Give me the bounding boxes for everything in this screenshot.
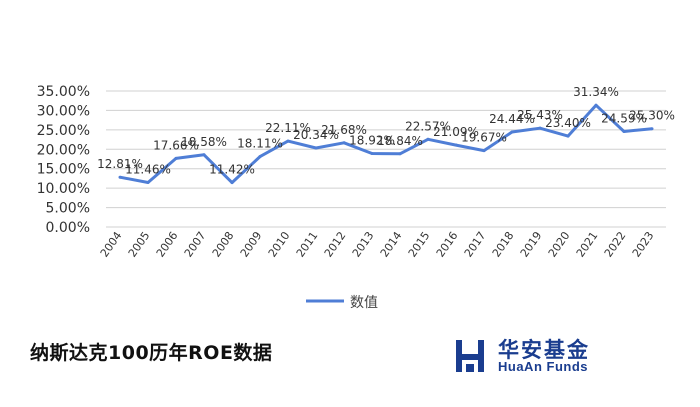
data-point: [482, 149, 486, 153]
chart-caption: 纳斯达克100历年ROE数据: [30, 342, 273, 364]
x-tick-label: 2017: [462, 229, 489, 259]
roe-line-chart: 0.00% 5.00% 10.00% 15.00% 20.00% 25.00% 30.00%…: [37, 84, 675, 311]
data-point: [426, 137, 430, 141]
data-point: [510, 130, 514, 134]
data-label: 18.11%: [237, 137, 283, 151]
data-point: [454, 143, 458, 147]
data-point: [398, 152, 402, 156]
x-tick-label: 2021: [574, 229, 601, 259]
data-label: 24.59%: [601, 111, 647, 125]
data-point: [286, 139, 290, 143]
data-label: 12.81%: [97, 157, 143, 171]
y-tick-label: 30.00%: [37, 103, 90, 119]
data-point: [118, 175, 122, 179]
legend: 数值: [306, 295, 378, 311]
data-point: [538, 126, 542, 130]
x-tick-label: 2007: [182, 229, 209, 259]
data-label: 18.84%: [377, 134, 423, 148]
x-tick-label: 2011: [294, 229, 321, 259]
x-tick-label: 2012: [322, 229, 349, 259]
x-tick-label: 2009: [238, 229, 265, 259]
data-point: [622, 129, 626, 133]
data-point: [146, 180, 150, 184]
x-axis-ticks: 2004 2005 2006 2007 2008 2009 2010 2011 2012 2013…: [98, 229, 657, 259]
y-tick-label: 15.00%: [37, 162, 90, 178]
x-tick-label: 2010: [266, 229, 293, 259]
data-point: [314, 146, 318, 150]
data-label: 25.30%: [629, 109, 675, 123]
data-labels: 12.81%11.46% 17.66%18.58% 11.42% 18.11% 22.1…: [97, 85, 675, 176]
series-line-layer: [118, 103, 654, 185]
y-tick-label: 25.00%: [37, 123, 90, 139]
data-label: 24.44%: [489, 112, 535, 126]
data-point: [566, 134, 570, 138]
x-tick-label: 2022: [602, 229, 629, 259]
data-label: 22.11%: [265, 121, 311, 135]
x-tick-label: 2006: [154, 229, 181, 259]
y-tick-label: 5.00%: [46, 201, 90, 217]
x-tick-label: 2023: [630, 229, 657, 259]
data-label: 25.43%: [517, 108, 563, 122]
data-label: 11.46%: [125, 162, 171, 176]
x-tick-label: 2008: [210, 229, 237, 259]
y-axis-ticks: 0.00% 5.00% 10.00% 15.00% 20.00% 25.00% 30.00%…: [37, 84, 90, 236]
x-tick-label: 2013: [350, 229, 377, 259]
data-label: 23.40%: [545, 116, 591, 130]
data-point: [650, 127, 654, 131]
gridlines: [106, 90, 666, 228]
x-tick-label: 2005: [126, 229, 153, 259]
data-point: [594, 103, 598, 107]
x-tick-label: 2016: [434, 229, 461, 259]
data-label: 21.09%: [433, 125, 479, 139]
brand-name-en: HuaAn Funds: [498, 359, 588, 374]
data-label: 18.58%: [181, 135, 227, 149]
data-label: 31.34%: [573, 85, 619, 99]
y-tick-label: 10.00%: [37, 181, 90, 197]
x-tick-label: 2015: [406, 229, 433, 259]
data-point: [342, 141, 346, 145]
data-point: [230, 181, 234, 185]
x-tick-label: 2004: [98, 229, 125, 259]
data-label: 21.68%: [321, 123, 367, 137]
x-tick-label: 2019: [518, 229, 545, 259]
data-label: 18.92%: [349, 133, 395, 147]
data-label: 17.66%: [153, 138, 199, 152]
data-label: 19.67%: [461, 131, 507, 145]
series-line: [119, 103, 653, 185]
x-tick-label: 2020: [546, 229, 573, 259]
brand-logo: 华安基金 HuaAn Funds: [452, 336, 652, 380]
y-tick-label: 35.00%: [37, 84, 90, 100]
data-point: [370, 151, 374, 155]
data-point: [258, 155, 262, 159]
y-tick-label: 0.00%: [46, 220, 90, 236]
legend-label: 数值: [350, 295, 378, 311]
x-tick-label: 2018: [490, 229, 517, 259]
data-point: [174, 156, 178, 160]
data-point: [202, 153, 206, 157]
x-tick-label: 2014: [378, 229, 405, 259]
brand-name-cn: 华安基金: [498, 338, 590, 362]
y-tick-label: 20.00%: [37, 142, 90, 158]
data-label: 22.57%: [405, 119, 451, 133]
data-label: 11.42%: [209, 163, 255, 177]
data-label: 20.34%: [293, 128, 339, 142]
huaan-logo-icon: [456, 340, 484, 372]
